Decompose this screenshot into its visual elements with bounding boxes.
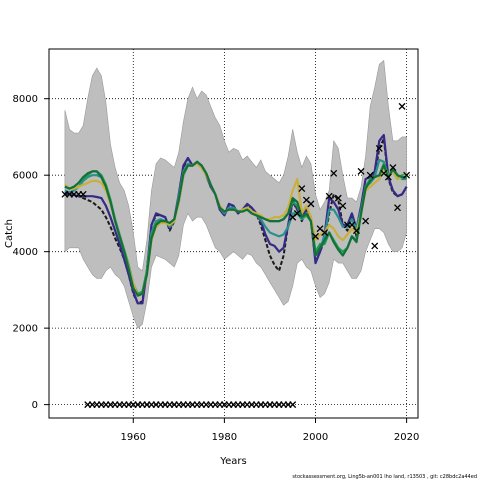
x-tick-label: 2020 <box>394 432 419 443</box>
x-tick-label: 2000 <box>303 432 328 443</box>
observation-markers <box>61 102 411 250</box>
observation-point <box>330 169 338 177</box>
observation-point <box>389 164 397 171</box>
observation-point <box>339 202 347 210</box>
observation-point <box>298 185 306 193</box>
footer-note: stockassessment.org, Ling5b-an001 lho la… <box>292 474 477 480</box>
y-tick-label: 4000 <box>13 247 38 258</box>
series-line <box>64 160 407 297</box>
observation-point <box>375 144 383 152</box>
observation-point <box>312 232 319 240</box>
observation-point <box>394 204 401 212</box>
observation-point <box>325 192 333 200</box>
observation-point <box>307 200 315 208</box>
observation-point <box>334 194 342 202</box>
x-axis: 1960 1980 2000 2020 <box>121 418 419 443</box>
x-tick-label: 1980 <box>212 432 237 443</box>
observation-point <box>398 102 406 110</box>
x-tick-label: 1960 <box>121 432 146 443</box>
observation-point <box>362 217 370 225</box>
observation-point <box>366 171 374 179</box>
observation-point <box>357 167 365 175</box>
observation-point <box>384 173 392 181</box>
x-axis-title: Years <box>219 456 246 467</box>
zero-catch-point <box>289 401 297 409</box>
plot-area-frame <box>48 48 419 419</box>
observation-point <box>79 190 87 198</box>
observation-point <box>403 171 411 179</box>
observation-point <box>321 229 329 237</box>
observation-point <box>348 221 356 229</box>
observation-point <box>371 242 379 250</box>
y-axis-title: Catch <box>4 219 15 248</box>
y-axis: 0 2000 4000 6000 8000 <box>13 94 49 411</box>
confidence-band <box>64 59 407 329</box>
zero-catch-markers <box>84 401 297 409</box>
y-tick-label: 6000 <box>13 171 38 182</box>
series-lines <box>64 133 408 305</box>
y-tick-label: 2000 <box>13 324 38 335</box>
observation-point <box>353 227 360 235</box>
observation-point <box>293 209 301 217</box>
y-tick-label: 0 <box>32 400 38 411</box>
y-tick-label: 8000 <box>13 94 38 105</box>
